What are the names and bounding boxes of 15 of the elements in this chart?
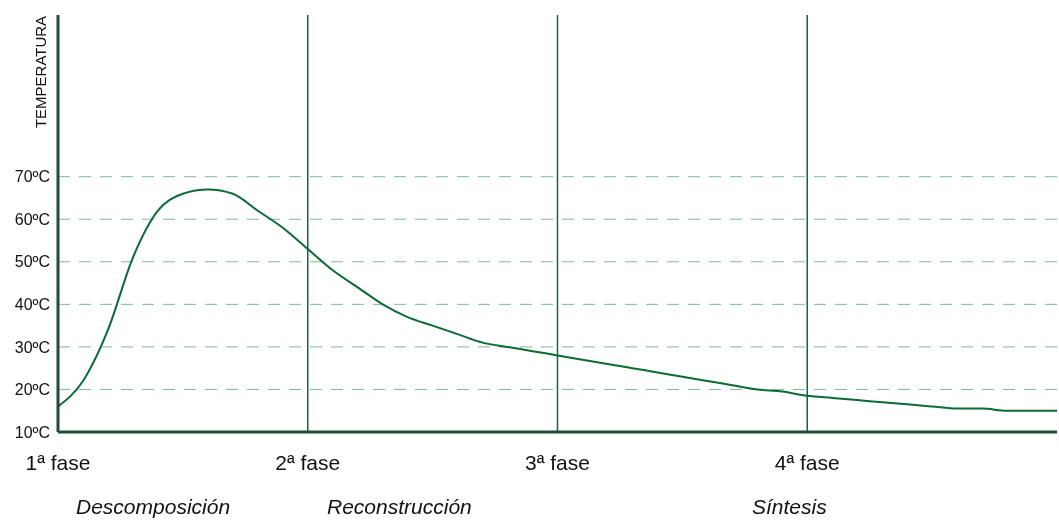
y-tick-label: 10ºC — [14, 423, 50, 441]
x-tick-label: 1ª fase — [25, 451, 91, 474]
y-tick-label: 50ºC — [14, 253, 50, 271]
x-tick-label: 3ª fase — [525, 451, 590, 474]
y-axis-title: TEMPERATURA — [31, 15, 49, 129]
y-tick-label: 20ºC — [14, 381, 50, 399]
y-tick-label: 70ºC — [14, 168, 50, 186]
x-tick-label: 4ª fase — [774, 451, 840, 474]
text: Síntesis — [752, 495, 827, 519]
x-tick-label: 2ª fase — [275, 451, 341, 474]
y-tick-label: 60ºC — [14, 210, 50, 228]
y-tick-label: 40ºC — [14, 296, 50, 314]
y-tick-label: 30ºC — [14, 338, 50, 356]
text: Descomposición — [76, 495, 231, 519]
text: Reconstrucción — [327, 495, 472, 519]
